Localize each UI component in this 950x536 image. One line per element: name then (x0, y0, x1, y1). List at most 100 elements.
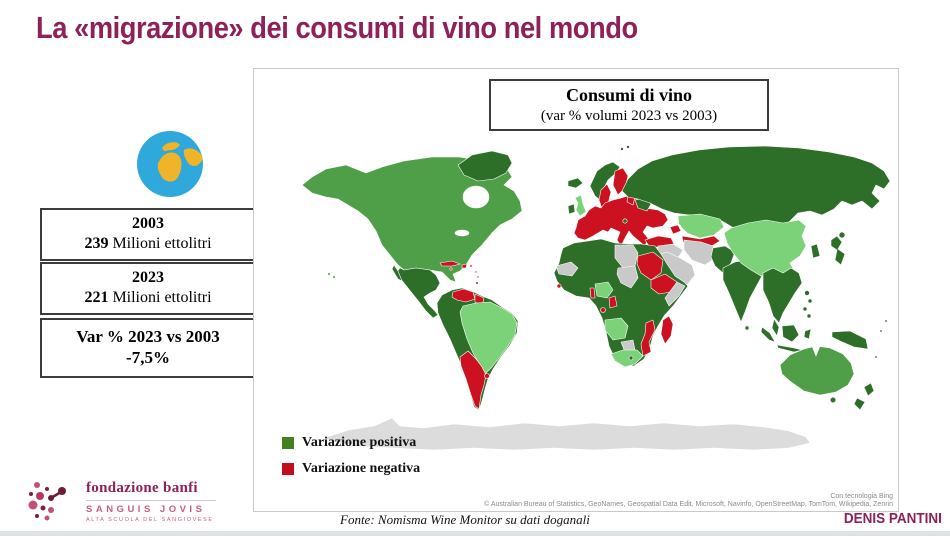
gulf-of-carpentaria (811, 345, 821, 357)
stat-value: 239 (84, 235, 109, 252)
stat-year: 2003 (132, 215, 164, 232)
map-region-gabon (600, 307, 606, 313)
stat-var-label: Var % 2023 vs 2003 (76, 327, 220, 346)
world-choropleth-map (301, 145, 891, 451)
map-region-pacific-island (874, 355, 878, 359)
map-region-antilles (474, 270, 478, 274)
map-legend: Variazione positiva Variazione negativa (282, 435, 420, 487)
map-region-svalbard (626, 145, 630, 149)
map-panel: Consumi di vino (var % volumi 2023 vs 20… (253, 68, 899, 512)
map-region-angola (604, 317, 629, 341)
map-subtitle: (var % volumi 2023 vs 2003) (540, 107, 718, 124)
logo-tagline: ALTA SCUOLA DEL SANGIOVESE (86, 516, 214, 523)
stat-var-value: -7,5% (126, 348, 170, 368)
stat-year: 2023 (132, 269, 164, 286)
map-region-philippines (806, 313, 812, 319)
map-region-hawaii (332, 275, 336, 279)
map-region-south-africa (610, 349, 644, 368)
map-region-cuba (439, 260, 461, 267)
author-name: DENIS PANTINI (843, 510, 942, 527)
map-region-somalia (664, 281, 686, 307)
map-region-hawaii (327, 272, 331, 276)
map-region-mauritania (555, 261, 579, 277)
bottom-edge-strip (0, 531, 950, 536)
map-region-cameroon (608, 295, 618, 309)
map-region-baja (391, 264, 403, 282)
map-title: Consumi di vino (565, 85, 693, 105)
logo-school: SANGUIS JOVIS (86, 503, 206, 515)
map-region-philippines (804, 290, 810, 296)
legend-row-negative: Variazione negativa (282, 461, 420, 477)
map-region-korea (810, 243, 821, 259)
map-region-pacific-island (884, 319, 888, 323)
great-lakes (454, 229, 470, 237)
map-region-svalbard (620, 147, 624, 151)
stat-unit: Milioni ettolitri (108, 235, 212, 252)
map-region-hokkaido (838, 231, 846, 239)
source-note: Fonte: Nomisma Wine Monitor su dati doga… (340, 512, 590, 527)
map-region-brazil (459, 301, 518, 375)
map-region-japan (830, 235, 846, 266)
page-title: La «migrazione» dei consumi di vino nel … (36, 10, 916, 46)
logo-dots-icon (28, 482, 66, 521)
hudson-bay (462, 185, 490, 209)
legend-swatch-negative (282, 463, 294, 475)
map-region-borneo (781, 324, 800, 343)
map-region-australia (779, 345, 855, 396)
map-region-new-guinea (831, 330, 869, 350)
attribution-bing: Con tecnologia Bing (830, 492, 893, 500)
map-region-mozambique (640, 319, 656, 357)
page-title-text: La «migrazione» dei consumi di vino nel … (36, 10, 638, 45)
logo-text: fondazione banfi SANGUIS JOVIS ALTA SCUO… (86, 480, 216, 523)
stat-box-variation: Var % 2023 vs 2003 -7,5% (40, 318, 256, 378)
map-region-north-america (301, 156, 523, 283)
map-region-benin (589, 287, 596, 299)
map-region-uruguay (484, 373, 490, 379)
map-region-china (723, 219, 807, 277)
map-region-jamaica (449, 267, 453, 271)
map-region-greenland (457, 150, 513, 182)
stat-box-2003: 2003 239 Milioni ettolitri (40, 208, 256, 261)
map-region-chile-argentina (459, 350, 487, 410)
map-region-antilles (476, 275, 480, 279)
logo-divider (86, 499, 216, 501)
map-region-madagascar (660, 315, 674, 345)
legend-label-positive: Variazione positiva (302, 435, 417, 450)
map-region-lesotho (628, 355, 634, 361)
map-region-puerto-rico (469, 264, 473, 268)
fondazione-banfi-logo: fondazione banfi SANGUIS JOVIS ALTA SCUO… (26, 477, 216, 525)
legend-swatch-positive (282, 437, 294, 449)
map-region-ireland (567, 203, 576, 215)
map-region-sumatra (760, 326, 776, 343)
map-region-mexico-central-america (395, 267, 441, 319)
attribution-sources: © Australian Bureau of Statistics, GeoNa… (484, 501, 893, 509)
legend-row-positive: Variazione positiva (282, 435, 420, 451)
map-region-sierra-leone (556, 283, 562, 289)
map-region-chad (616, 265, 639, 289)
map-region-trinidad (475, 281, 479, 285)
map-region-iran (683, 239, 716, 266)
map-region-se-asia (762, 267, 803, 324)
map-region-philippines (802, 306, 808, 312)
map-region-nigeria (594, 281, 614, 299)
map-region-malay (771, 318, 780, 337)
map-region-hispaniola (461, 263, 468, 269)
map-region-tasmania (829, 396, 837, 404)
map-title-box: Consumi di vino (var % volumi 2023 vs 20… (489, 79, 769, 132)
map-region-austria (622, 218, 628, 224)
map-region-new-zealand-south (853, 397, 866, 411)
map-region-iceland (567, 177, 584, 189)
stat-box-2023: 2023 221 Milioni ettolitri (40, 262, 256, 315)
map-region-sri-lanka (744, 325, 750, 331)
map-region-new-zealand-north (863, 382, 875, 397)
map-region-pacific-island (879, 329, 883, 333)
stat-unit: Milioni ettolitri (108, 289, 212, 306)
map-region-caucasus (669, 224, 682, 235)
map-region-sulawesi (803, 328, 812, 340)
logo-name: fondazione banfi (86, 479, 198, 496)
map-region-antarctica (323, 417, 811, 451)
legend-label-negative: Variazione negativa (302, 461, 421, 476)
stat-value: 221 (84, 289, 109, 306)
map-region-uk (574, 194, 587, 217)
